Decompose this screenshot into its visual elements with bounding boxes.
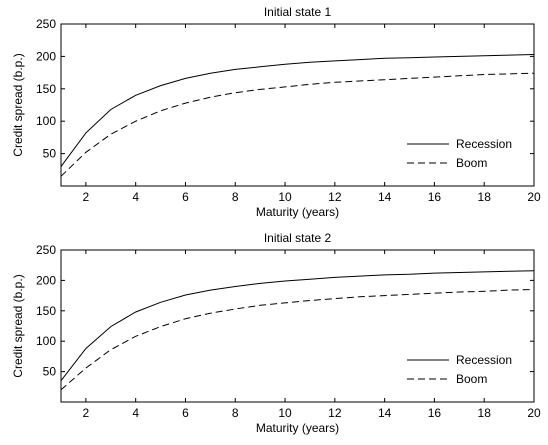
y-tick-label: 250 xyxy=(36,243,56,257)
x-axis-label: Maturity (years) xyxy=(256,205,339,219)
x-tick-label: 16 xyxy=(428,406,442,420)
x-tick-label: 8 xyxy=(232,190,239,204)
x-tick-label: 14 xyxy=(378,406,392,420)
x-tick-label: 2 xyxy=(83,190,90,204)
series-line-boom xyxy=(60,289,535,391)
x-axis-label: Maturity (years) xyxy=(256,421,339,435)
x-tick-label: 14 xyxy=(378,190,392,204)
y-tick-label: 200 xyxy=(36,49,56,63)
y-tick-label: 100 xyxy=(36,334,56,348)
x-tick-label: 10 xyxy=(278,406,292,420)
x-tick-label: 8 xyxy=(232,406,239,420)
subplot-1: Initial state 1 2 4 6 8 10 12 14 16 18 20 50 100 150 2… xyxy=(11,5,541,219)
series-line-recession xyxy=(60,54,535,167)
x-tick-label: 18 xyxy=(478,190,492,204)
x-tick-label: 12 xyxy=(328,190,342,204)
y-tick-label: 250 xyxy=(36,17,56,31)
legend-label-boom: Boom xyxy=(456,372,487,386)
y-tick-label: 150 xyxy=(36,304,56,318)
y-axis-label: Credit spread (b.p.) xyxy=(11,274,25,377)
y-tick-label: 150 xyxy=(36,82,56,96)
legend-label-boom: Boom xyxy=(456,156,487,170)
y-tick-label: 50 xyxy=(43,365,57,379)
x-tick-label: 4 xyxy=(132,406,139,420)
series-line-recession xyxy=(60,270,535,382)
x-tick-label: 10 xyxy=(278,190,292,204)
x-tick-label: 16 xyxy=(428,190,442,204)
plot-frame xyxy=(60,23,535,187)
x-tick-label: 18 xyxy=(478,406,492,420)
plot-title: Initial state 2 xyxy=(264,231,332,245)
legend-label-recession: Recession xyxy=(456,353,512,367)
x-tick-label: 6 xyxy=(182,190,189,204)
x-tick-label: 2 xyxy=(83,406,90,420)
y-tick-label: 200 xyxy=(36,273,56,287)
plot-title: Initial state 1 xyxy=(264,5,332,19)
y-tick-label: 100 xyxy=(36,114,56,128)
x-tick-label: 4 xyxy=(132,190,139,204)
y-axis-label: Credit spread (b.p.) xyxy=(11,53,25,156)
x-tick-label: 6 xyxy=(182,406,189,420)
x-tick-label: 12 xyxy=(328,406,342,420)
y-tick-label: 50 xyxy=(43,147,57,161)
subplot-2: Initial state 2 2 4 6 8 10 12 14 16 18 20 50 100 150 2… xyxy=(11,231,541,435)
x-tick-label: 20 xyxy=(527,406,541,420)
x-tick-label: 20 xyxy=(527,190,541,204)
plot-frame xyxy=(60,249,535,403)
legend-label-recession: Recession xyxy=(456,137,512,151)
